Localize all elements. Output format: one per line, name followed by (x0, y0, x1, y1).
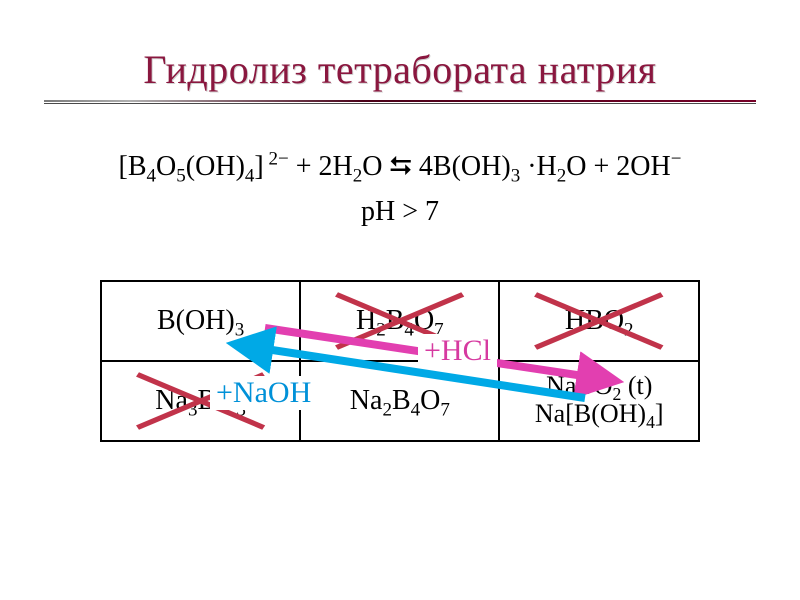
table-cell: B(OH)3 (101, 281, 300, 361)
species-table: B(OH)3H2B4O7HBO2Na3BO3Na2B4O7NaBO2 (t)Na… (100, 280, 700, 442)
equation-line-2: pH > 7 (0, 196, 800, 228)
table-cell: Na2B4O7 (300, 361, 499, 441)
page-title: Гидролиз тетрабората натрия (143, 46, 656, 93)
hcl-label: +HCl (418, 334, 497, 368)
title-bar: Гидролиз тетрабората натрия (44, 34, 756, 104)
equation-line-1: [B4O5(OH)4] 2− + 2H2O ⮀ 4B(OH)3 ·H2O + 2… (0, 150, 800, 183)
title-underline (44, 99, 756, 104)
table-cell: HBO2 (499, 281, 699, 361)
naoh-label: +NaOH (210, 376, 317, 410)
table-cell: NaBO2 (t)Na[B(OH)4] (499, 361, 699, 441)
